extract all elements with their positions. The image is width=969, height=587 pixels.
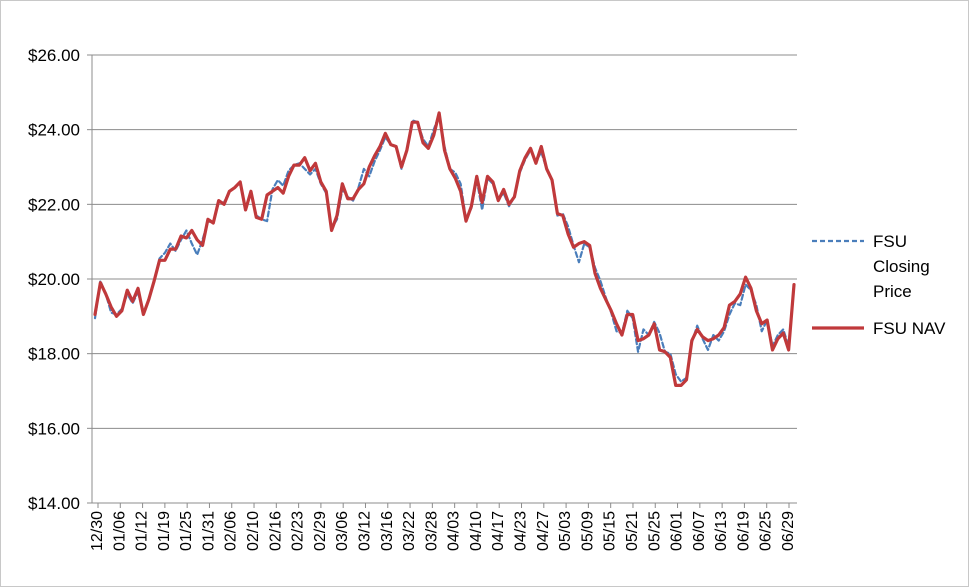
series-line-nav bbox=[93, 111, 796, 387]
x-tick-label: 05/15 bbox=[602, 511, 619, 551]
y-tick-label: $18.00 bbox=[28, 345, 80, 364]
x-tick-label: 06/29 bbox=[780, 511, 797, 551]
x-tick-label: 03/28 bbox=[423, 511, 440, 551]
x-tick-label: 02/10 bbox=[245, 511, 262, 551]
y-tick-label: $26.00 bbox=[28, 46, 80, 65]
y-axis-ticks: $14.00 $16.00 $18.00 $20.00 $22.00 $24.00 $26.… bbox=[28, 46, 80, 513]
x-tick-label: 06/13 bbox=[713, 511, 730, 551]
x-tick-label: 03/16 bbox=[379, 511, 396, 551]
x-tick-label: 01/25 bbox=[178, 511, 195, 551]
x-tick-label: 04/10 bbox=[468, 511, 485, 551]
x-tick-label: 02/16 bbox=[267, 511, 284, 551]
gridlines bbox=[92, 54, 797, 429]
legend-label-closing-price: FSU bbox=[873, 232, 907, 251]
x-tick-label: 01/31 bbox=[200, 511, 217, 551]
y-tick-label: $24.00 bbox=[28, 121, 80, 140]
x-axis-ticks: 12/30 01/06 01/12 01/19 01/25 01/31 02/06 02/10… bbox=[89, 511, 797, 551]
x-tick-label: 06/07 bbox=[691, 511, 708, 551]
x-tick-label: 06/25 bbox=[758, 511, 775, 551]
legend-label-closing-price: Closing bbox=[873, 257, 930, 276]
x-tick-label: 06/19 bbox=[735, 511, 752, 551]
x-tick-label: 04/03 bbox=[446, 511, 463, 551]
x-tick-label: 03/12 bbox=[356, 511, 373, 551]
x-tick-label: 05/25 bbox=[646, 511, 663, 551]
x-tick-label: 02/06 bbox=[223, 511, 240, 551]
x-tick-label: 03/06 bbox=[334, 511, 351, 551]
series-lines bbox=[93, 111, 796, 387]
x-tick-label: 04/27 bbox=[535, 511, 552, 551]
x-tick-label: 03/22 bbox=[401, 511, 418, 551]
x-tick-label: 04/17 bbox=[490, 511, 507, 551]
axes bbox=[87, 54, 797, 508]
y-tick-label: $22.00 bbox=[28, 195, 80, 214]
legend: FSU Closing Price FSU NAV bbox=[812, 232, 946, 338]
x-tick-label: 05/03 bbox=[557, 511, 574, 551]
y-tick-label: $16.00 bbox=[28, 419, 80, 438]
legend-label-closing-price: Price bbox=[873, 282, 912, 301]
y-tick-label: $14.00 bbox=[28, 494, 80, 513]
x-tick-label: 02/29 bbox=[312, 511, 329, 551]
x-tick-label: 01/19 bbox=[156, 511, 173, 551]
y-tick-label: $20.00 bbox=[28, 270, 80, 289]
legend-label-nav: FSU NAV bbox=[873, 319, 946, 338]
x-tick-label: 06/01 bbox=[669, 511, 686, 551]
x-tick-label: 01/06 bbox=[111, 511, 128, 551]
x-tick-label: 01/12 bbox=[134, 511, 151, 551]
x-tick-label: 02/23 bbox=[290, 511, 307, 551]
x-tick-label: 05/09 bbox=[579, 511, 596, 551]
x-tick-label: 04/23 bbox=[513, 511, 530, 551]
x-tick-label: 05/21 bbox=[624, 511, 641, 551]
x-tick-label: 12/30 bbox=[89, 511, 106, 551]
